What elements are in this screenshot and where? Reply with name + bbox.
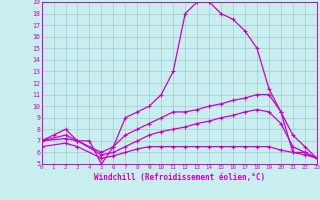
X-axis label: Windchill (Refroidissement éolien,°C): Windchill (Refroidissement éolien,°C): [94, 173, 265, 182]
